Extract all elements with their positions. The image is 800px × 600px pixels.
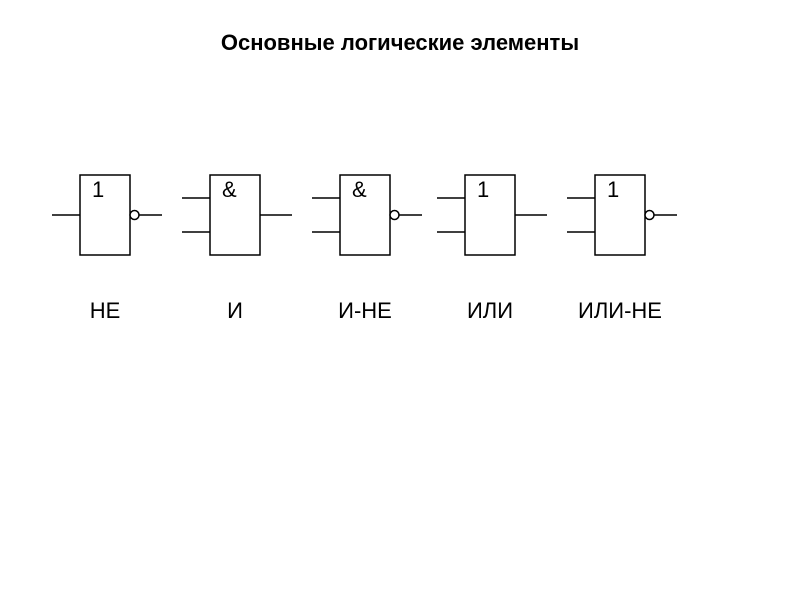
gate-symbol: & [352, 177, 367, 202]
gate-label: ИЛИ [467, 298, 513, 323]
invert-bubble [390, 211, 399, 220]
gate-not: 1 НЕ [52, 175, 162, 323]
invert-bubble [645, 211, 654, 220]
gate-label: НЕ [90, 298, 121, 323]
gate-and: &И [182, 175, 292, 323]
invert-bubble [130, 211, 139, 220]
gate-symbol: & [222, 177, 237, 202]
gate-nor: 1 ИЛИ-НЕ [567, 175, 677, 323]
gate-or: 1 ИЛИ [437, 175, 547, 323]
gate-label: ИЛИ-НЕ [578, 298, 662, 323]
logic-gates-diagram: 1НЕ&И&И-НЕ1ИЛИ1ИЛИ-НЕ [0, 0, 800, 600]
gate-nand: & И-НЕ [312, 175, 422, 323]
gate-symbol: 1 [477, 177, 489, 202]
gate-label: И-НЕ [338, 298, 392, 323]
gate-label: И [227, 298, 243, 323]
gate-symbol: 1 [92, 177, 104, 202]
gate-symbol: 1 [607, 177, 619, 202]
